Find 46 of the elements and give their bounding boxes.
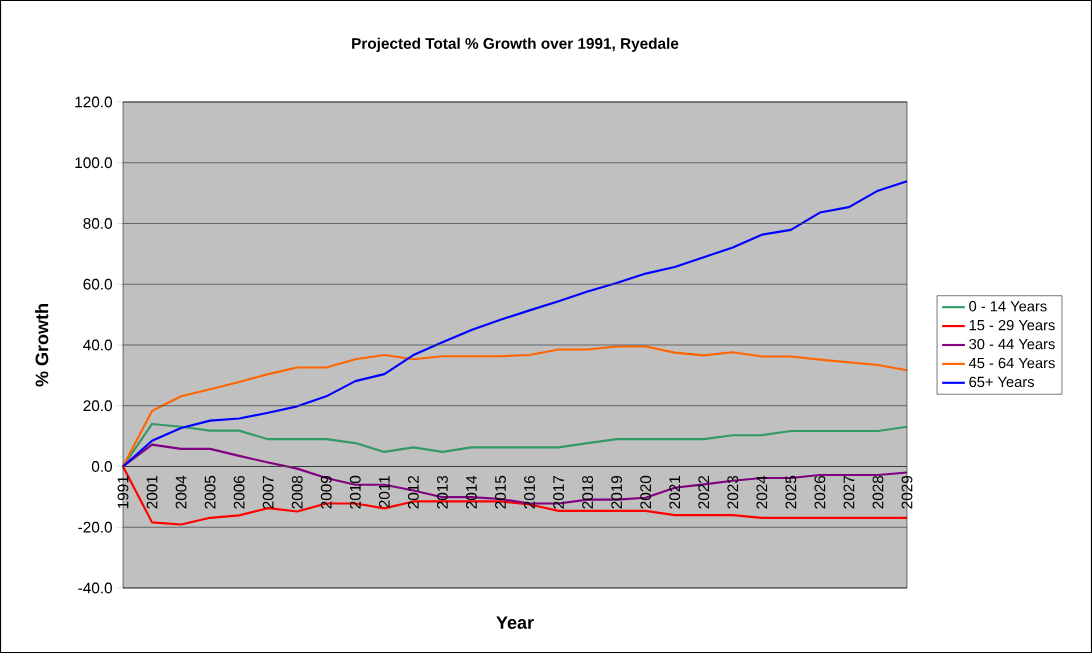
x-tick-label: 2004 xyxy=(175,475,187,509)
legend-label: 30 - 44 Years xyxy=(969,338,1055,350)
y-tick-label: 80.0 xyxy=(83,218,112,229)
y-tick-label: 0.0 xyxy=(91,461,113,472)
x-tick-label: 2020 xyxy=(640,475,652,509)
x-tick-label: 2028 xyxy=(872,475,884,509)
x-tick-label: 2008 xyxy=(291,475,303,509)
y-tick-label: 120.0 xyxy=(75,96,112,108)
y-tick-label: -20.0 xyxy=(78,521,113,533)
x-tick-label: 2017 xyxy=(553,475,564,509)
x-tick-label: 2012 xyxy=(407,475,419,509)
x-tick-label: 2010 xyxy=(349,475,361,509)
legend-label: 15 - 29 Years xyxy=(969,319,1055,331)
x-tick-label: 2018 xyxy=(582,475,594,509)
x-tick-label: 2019 xyxy=(611,475,623,509)
x-tick-label: 2024 xyxy=(756,475,768,509)
x-tick-label: 2029 xyxy=(901,475,913,509)
chart-title: Projected Total % Growth over 1991, Ryedale xyxy=(352,37,679,52)
legend-label: 0 - 14 Years xyxy=(969,301,1047,312)
x-axis-title: Year xyxy=(496,616,534,629)
x-tick-label: 2014 xyxy=(466,475,477,509)
y-axis-title: % Growth xyxy=(35,304,49,387)
x-tick-label: 2015 xyxy=(495,475,506,509)
line-series xyxy=(121,180,909,468)
x-tick-label: 2001 xyxy=(146,475,158,509)
x-tick-label: 2021 xyxy=(669,475,681,509)
y-tick-label: 60.0 xyxy=(83,278,112,290)
x-tick-label: 1991 xyxy=(117,475,129,509)
x-tick-label: 2022 xyxy=(698,475,710,509)
legend-label: 65+ Years xyxy=(969,376,1034,388)
y-tick-label: -40.0 xyxy=(78,582,113,594)
y-tick-label: 100.0 xyxy=(75,157,112,169)
x-tick-label: 2025 xyxy=(785,475,797,509)
x-tick-label: 2009 xyxy=(320,475,332,509)
x-tick-label: 2026 xyxy=(814,475,826,509)
x-tick-label: 2013 xyxy=(436,475,448,509)
x-tick-label: 2005 xyxy=(204,475,216,509)
x-tick-label: 2027 xyxy=(843,475,855,509)
y-tick-label: 20.0 xyxy=(83,400,112,412)
legend-label: 45 - 64 Years xyxy=(968,357,1055,369)
x-tick-label: 2016 xyxy=(524,475,535,509)
x-tick-label: 2023 xyxy=(727,475,739,509)
x-tick-label: 2006 xyxy=(233,475,245,509)
y-tick-label: 40.0 xyxy=(83,339,112,351)
x-tick-label: 2007 xyxy=(262,475,274,509)
x-tick-label: 2011 xyxy=(378,475,390,508)
